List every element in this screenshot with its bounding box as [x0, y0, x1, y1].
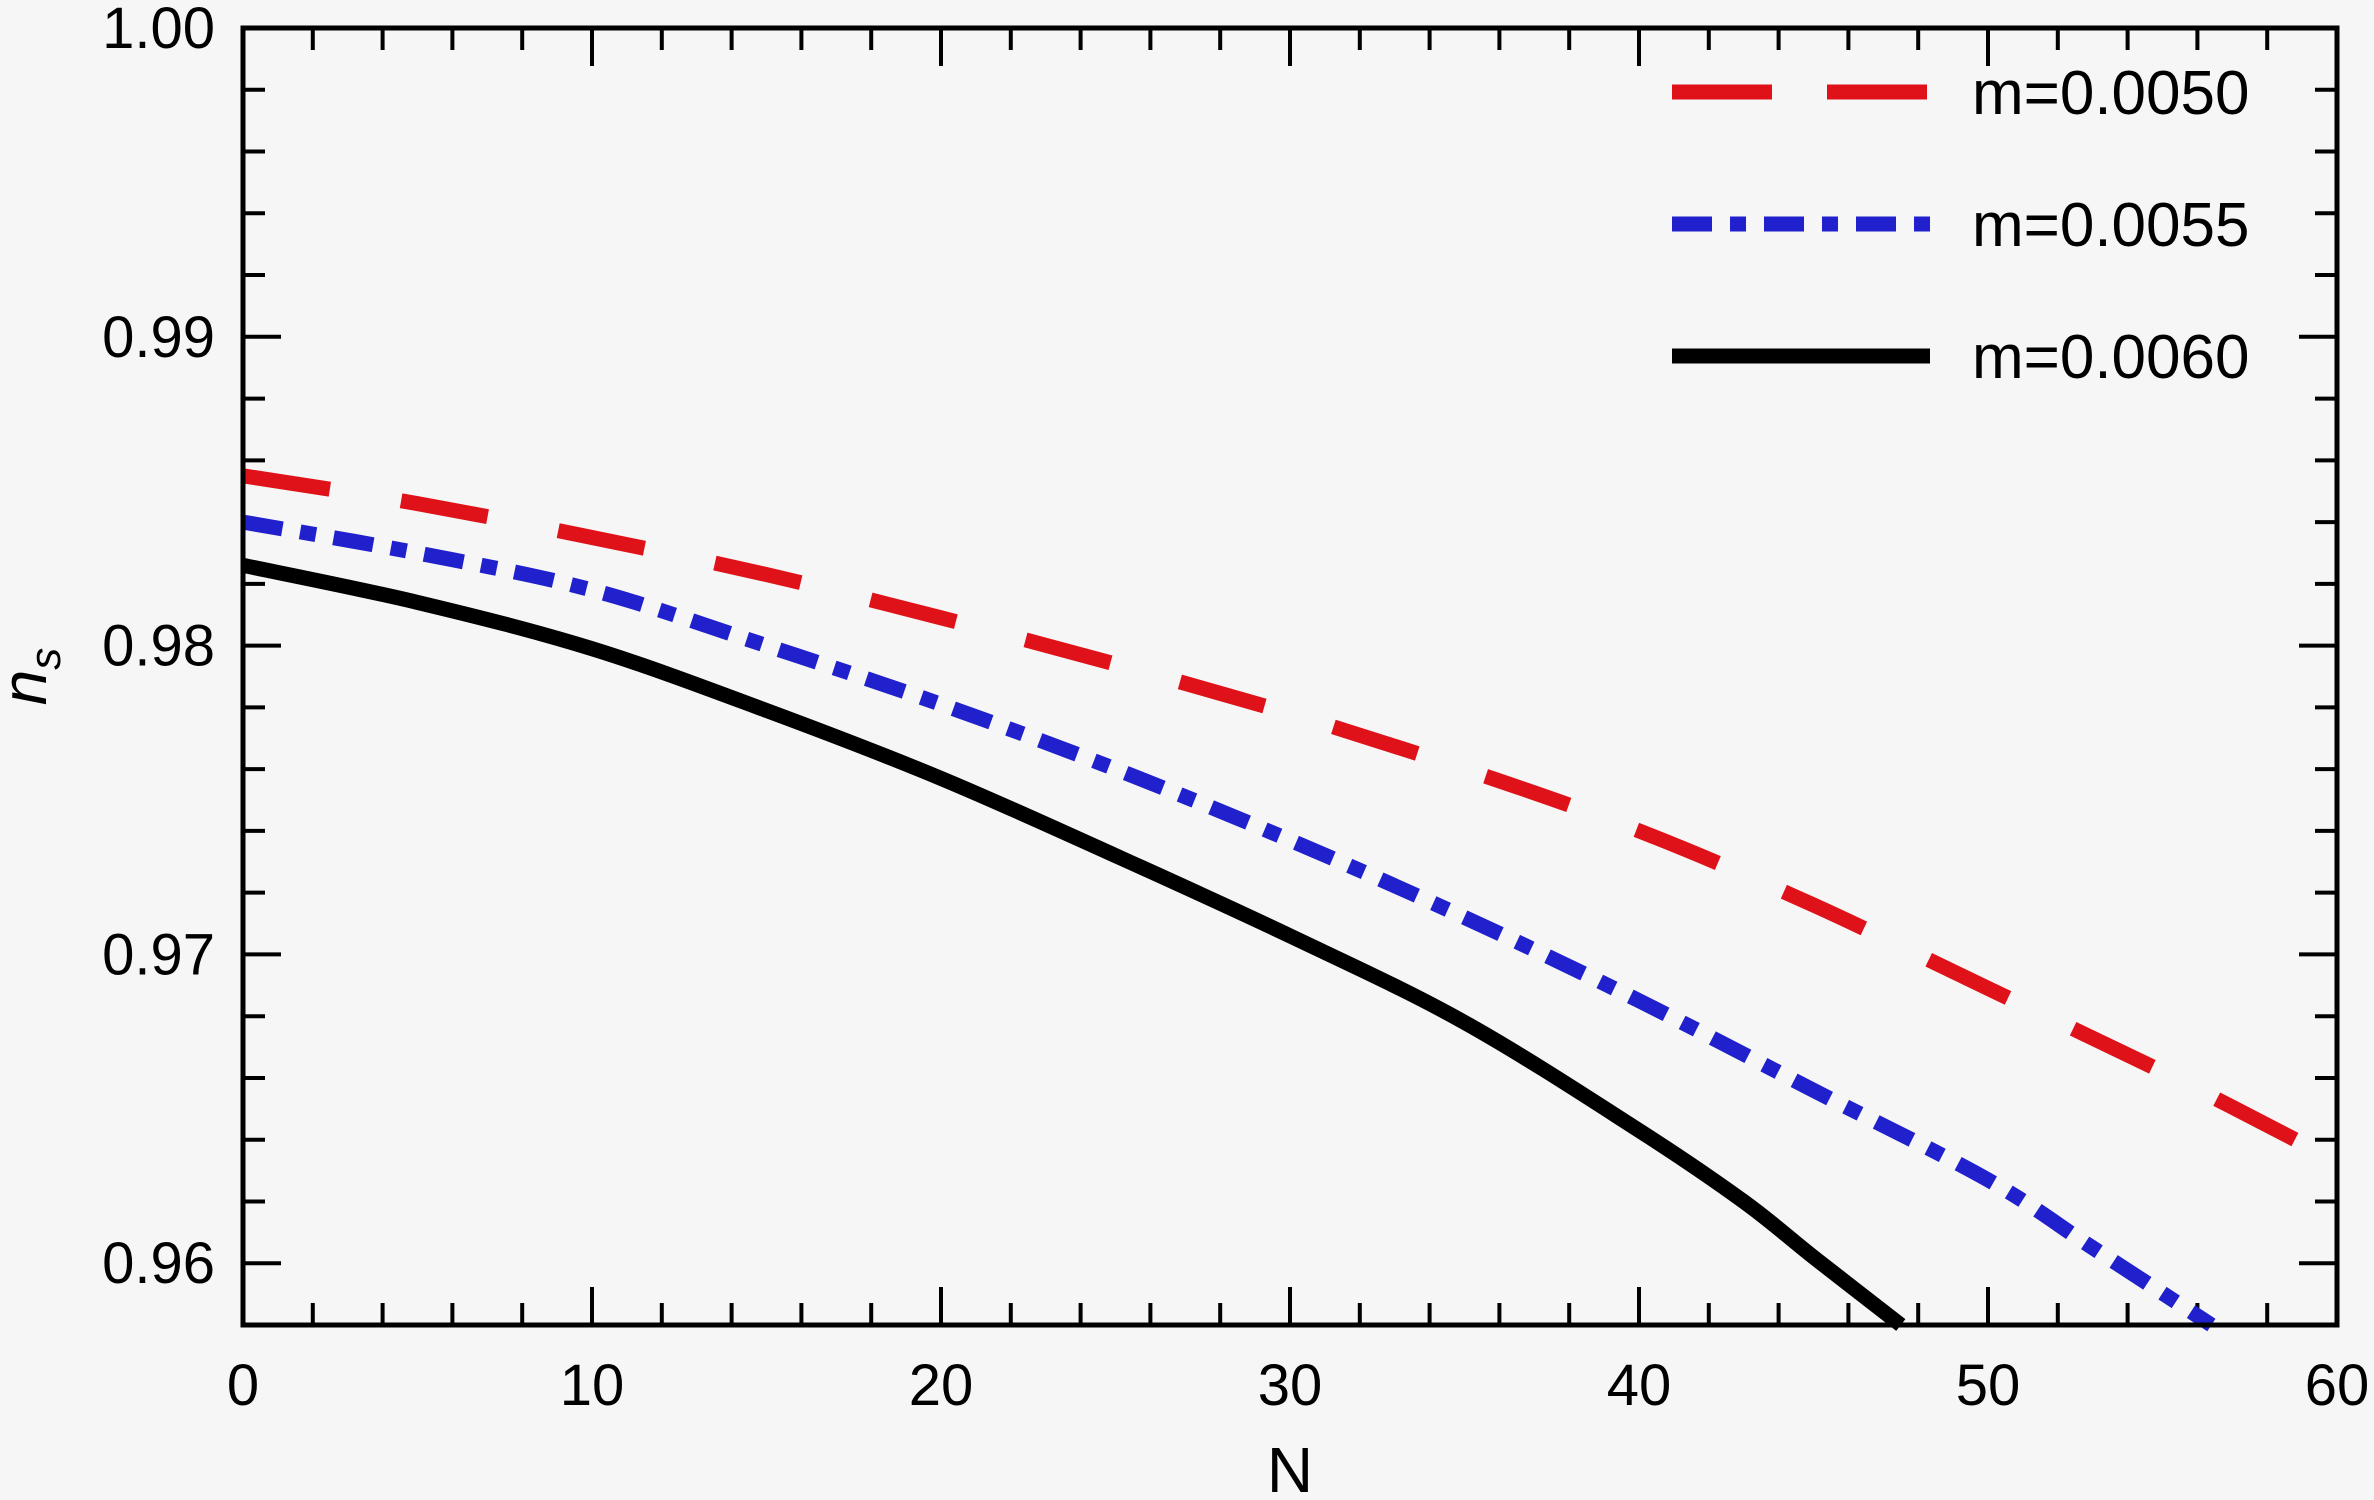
x-axis-label-text: N — [1267, 1434, 1313, 1500]
legend-label: m=0.0055 — [1972, 191, 2250, 260]
x-tick-labels: 0 10 20 30 40 50 60 — [227, 1353, 2369, 1418]
y-axis-ticks — [243, 26, 2337, 1266]
y-tick-label: 0.98 — [102, 614, 215, 679]
legend-item-3: m=0.0060 — [1672, 323, 2250, 392]
legend-label: m=0.0060 — [1972, 323, 2250, 392]
y-tick-label: 1.00 — [102, 0, 215, 61]
y-axis-label: ns — [0, 648, 70, 706]
x-tick-label: 50 — [1956, 1353, 2021, 1418]
curve-m0.0055 — [241, 514, 2216, 1332]
x-tick-label: 40 — [1607, 1353, 1672, 1418]
legend-item-2: m=0.0055 — [1672, 191, 2250, 260]
x-tick-label: 20 — [909, 1353, 974, 1418]
y-axis-label-text: ns — [0, 648, 70, 706]
legend-label: m=0.0050 — [1972, 59, 2250, 128]
y-tick-label: 0.97 — [102, 922, 215, 987]
x-tick-label: 30 — [1258, 1353, 1323, 1418]
curve-m0.0050 — [241, 468, 2341, 1168]
y-tick-label: 0.96 — [102, 1231, 215, 1296]
x-axis-ticks — [241, 28, 2339, 1325]
legend: m=0.0050 m=0.0055 m=0.0060 — [1672, 59, 2250, 392]
x-tick-label: 60 — [2305, 1353, 2370, 1418]
legend-item-1: m=0.0050 — [1672, 59, 2250, 128]
curve-m0.0060 — [241, 557, 1906, 1331]
curve-path-dashed — [241, 468, 2341, 1168]
plot-frame — [240, 25, 2340, 1328]
curve-path-dash-dot — [241, 514, 2216, 1332]
x-axis-label: N — [1267, 1434, 1313, 1500]
curve-path-solid — [241, 557, 1906, 1331]
y-tick-label: 0.99 — [102, 305, 215, 370]
x-tick-label: 0 — [227, 1353, 259, 1418]
x-tick-label: 10 — [560, 1353, 625, 1418]
y-tick-labels: 1.00 0.99 0.98 0.97 0.96 — [102, 0, 215, 1296]
